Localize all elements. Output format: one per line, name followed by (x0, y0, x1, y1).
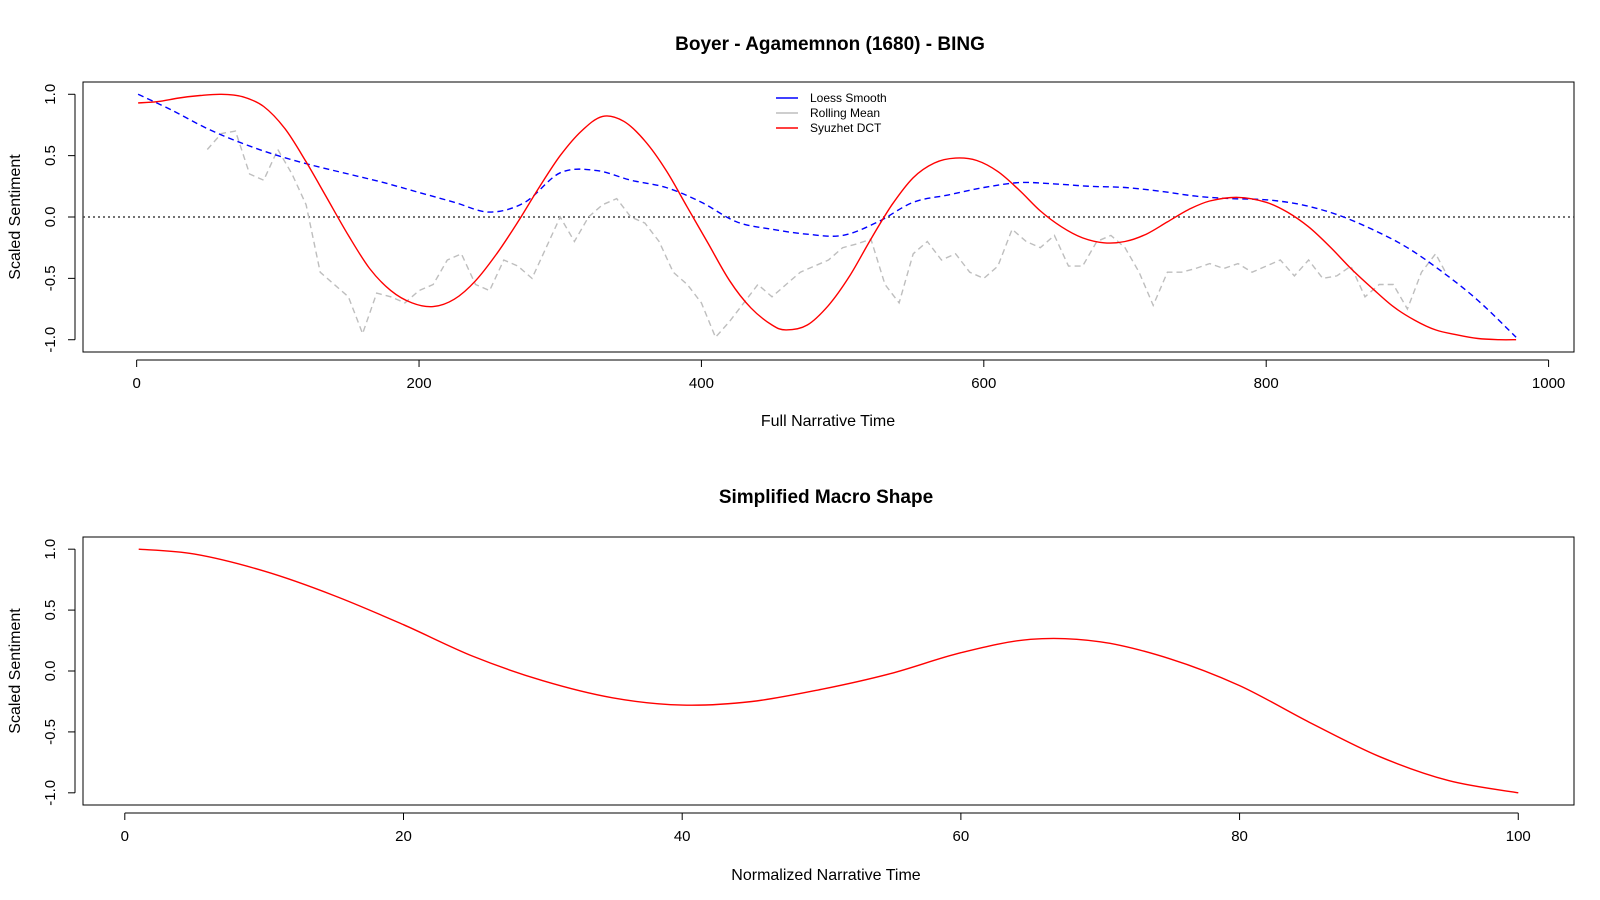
y-axis-label: Scaled Sentiment (7, 154, 24, 280)
x-tick-label: 600 (971, 375, 996, 392)
x-tick-label: 1000 (1532, 375, 1565, 392)
series-line-rolling-mean (206, 130, 1447, 339)
y-axis-label: Scaled Sentiment (7, 608, 24, 734)
y-tick-label: 1.0 (42, 84, 59, 105)
y-tick-label: 0.5 (42, 600, 59, 621)
x-tick-label: 0 (121, 828, 129, 845)
axis-ticks: 0 200 400 600 800 1000 -1.0 -0.5 0.0 0.5 1.0 (42, 84, 1565, 392)
y-tick-label: -0.5 (42, 265, 59, 291)
top-panel: Boyer - Agamemnon (1680) - BING Full Nar… (7, 34, 1575, 430)
x-tick-label: 0 (132, 375, 140, 392)
chart-title: Boyer - Agamemnon (1680) - BING (675, 34, 985, 55)
series-lines (83, 93, 1574, 341)
series-line-macro-shape (138, 548, 1519, 794)
x-tick-label: 800 (1254, 375, 1279, 392)
y-tick-label: 0.0 (42, 207, 59, 228)
bottom-panel: Simplified Macro Shape Normalized Narrat… (7, 487, 1575, 884)
x-tick-label: 40 (674, 828, 691, 845)
plot-frame (82, 536, 1575, 806)
series-lines (138, 548, 1519, 794)
y-tick-label: -1.0 (42, 327, 59, 353)
axis-ticks: 0 20 40 60 80 100 -1.0 -0.5 0.0 0.5 1.0 (42, 539, 1531, 845)
legend-label: Loess Smooth (810, 91, 887, 105)
x-axis-label: Normalized Narrative Time (731, 867, 920, 884)
chart-title: Simplified Macro Shape (719, 487, 933, 508)
x-tick-label: 80 (1231, 828, 1248, 845)
series-line-loess-smooth (137, 93, 1517, 338)
y-tick-label: -1.0 (42, 780, 59, 806)
x-tick-label: 20 (395, 828, 412, 845)
x-axis-label: Full Narrative Time (761, 413, 895, 430)
y-tick-label: 0.0 (42, 661, 59, 682)
x-tick-label: 400 (689, 375, 714, 392)
y-tick-label: -0.5 (42, 719, 59, 745)
series-line-syuzhet-dct (138, 93, 1517, 341)
y-tick-label: 1.0 (42, 539, 59, 560)
legend-label: Syuzhet DCT (810, 121, 882, 135)
x-tick-label: 200 (407, 375, 432, 392)
y-tick-label: 0.5 (42, 145, 59, 166)
x-tick-label: 60 (953, 828, 970, 845)
legend-label: Rolling Mean (810, 106, 880, 120)
x-tick-label: 100 (1506, 828, 1531, 845)
